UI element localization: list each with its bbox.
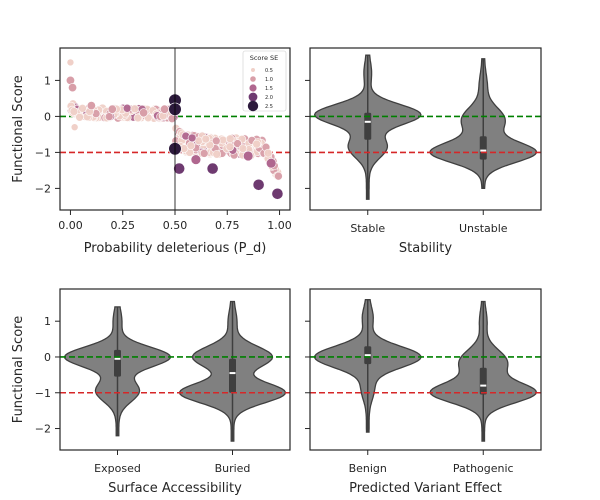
scatter-point (187, 133, 197, 143)
x-tick-label: 0.50 (163, 219, 188, 232)
scatter-point (133, 113, 143, 123)
x-tick-label: 0.25 (110, 219, 135, 232)
x-axis-label: Stability (399, 241, 453, 256)
scatter-point (69, 107, 79, 116)
x-tick-label: 0.75 (215, 219, 240, 232)
violin-iqr-box (479, 136, 487, 160)
scatter-point (78, 104, 87, 113)
violin-median (364, 120, 371, 123)
scatter-point (160, 104, 170, 114)
x-axis-label: Surface Accessibility (108, 481, 242, 496)
y-tick-label: −1 (35, 146, 51, 159)
scatter-point (238, 144, 248, 153)
scatter-point (242, 150, 254, 162)
scatter-point (130, 104, 140, 114)
scatter-point (265, 158, 277, 169)
y-tick-label: 1 (44, 315, 51, 328)
x-tick-label: 1.00 (267, 219, 292, 232)
scatter-point (104, 112, 114, 121)
legend-entry: 0.5 (265, 68, 273, 74)
scatter-point (225, 134, 235, 144)
violin-median (364, 354, 371, 357)
scatter-point (233, 139, 242, 148)
y-axis-label: Functional Score (11, 316, 26, 423)
scatter-point (186, 141, 196, 150)
scatter-point (201, 134, 211, 144)
legend-entry: 1.5 (265, 86, 273, 92)
violin-median (114, 357, 121, 360)
predicted-effect-violin-panel: Benign Pathogenic Predicted Variant Effect (305, 288, 542, 496)
y-tick-label: −1 (35, 387, 51, 400)
legend-entry: 2.5 (265, 104, 273, 110)
scatter-point (122, 103, 132, 113)
x-tick-label: Stable (350, 222, 385, 235)
scatter-point (86, 101, 96, 111)
scatter-point (66, 58, 75, 67)
violin-iqr-box (229, 358, 236, 393)
scatter-point (75, 112, 84, 122)
scatter-point (225, 142, 235, 152)
plot-frame (59, 288, 291, 451)
legend-title: Score SE (250, 54, 279, 62)
plot-frame (309, 47, 542, 211)
violin-iqr-box (364, 112, 372, 140)
y-axis-label: Functional Score (11, 75, 26, 182)
x-tick-label: Benign (349, 462, 387, 475)
scatter-point (206, 162, 219, 175)
scatter-point (68, 83, 78, 93)
scatter-point (205, 140, 215, 150)
x-axis-label: Probability deleterious (P_d) (84, 241, 267, 256)
scatter-point (139, 108, 149, 118)
legend-marker (248, 92, 258, 102)
legend-marker (250, 76, 256, 82)
violin-iqr-box (479, 367, 487, 395)
y-tick-label: 0 (44, 110, 51, 123)
x-tick-label: Buried (215, 462, 251, 475)
x-tick-label: Pathogenic (453, 462, 514, 475)
scatter-point (211, 136, 221, 146)
stability-violin-panel: Stable Unstable Stability (305, 47, 542, 256)
scatter-point (271, 187, 284, 200)
x-tick-label: 0.00 (58, 219, 83, 232)
violin-median (229, 372, 236, 375)
scatter-point (252, 178, 265, 191)
scatter-point (212, 149, 222, 159)
violin-iqr-box (114, 349, 121, 377)
scatter-point (199, 149, 209, 158)
scatter-point (252, 139, 261, 149)
violin-median (480, 149, 487, 152)
y-tick-label: 1 (44, 74, 51, 87)
legend-entry: 1.0 (265, 77, 273, 83)
scatter-point (274, 171, 283, 181)
x-axis-label: Predicted Variant Effect (349, 481, 502, 496)
y-tick-label: 0 (44, 351, 51, 364)
legend-entry: 2.0 (265, 95, 273, 101)
scatter-panel: 1 0 −1 −2 Functional Score 0.00 0.25 0.50 0.75 1.… (11, 47, 292, 256)
y-tick-label: −2 (35, 423, 51, 436)
scatter-point (173, 162, 186, 175)
plot-frame (309, 288, 542, 451)
scatter-point (263, 148, 273, 158)
legend-marker (251, 68, 255, 72)
x-tick-label: Exposed (94, 462, 141, 475)
surface-accessibility-violin-panel: 1 0 −1 −2 Functional Score Exposed Buried Surfa… (11, 288, 291, 496)
scatter-point (190, 154, 202, 165)
legend-marker (247, 100, 259, 112)
y-tick-label: −2 (35, 182, 51, 195)
scatter-point (70, 123, 79, 131)
legend-marker (249, 84, 257, 92)
violin-median (480, 384, 487, 387)
scatter-point (107, 104, 117, 114)
x-tick-label: Unstable (459, 222, 508, 235)
